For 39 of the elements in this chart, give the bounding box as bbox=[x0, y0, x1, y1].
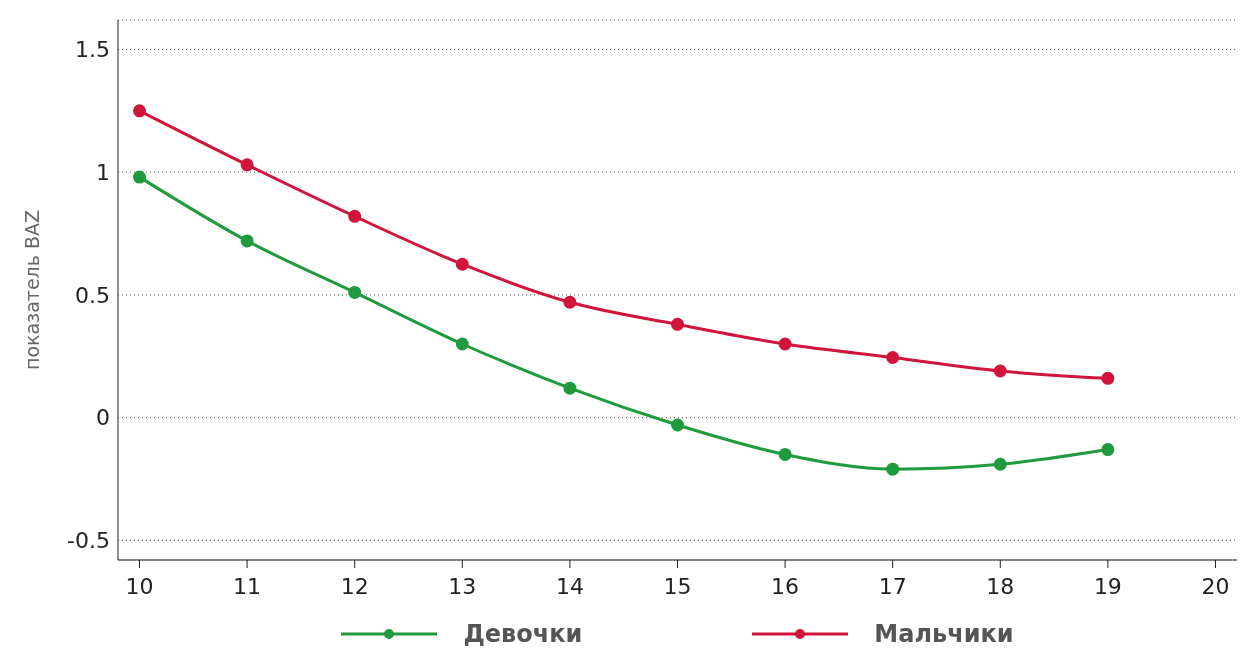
point bbox=[455, 257, 469, 271]
point bbox=[886, 351, 900, 364]
y-tick-label: 0 bbox=[96, 405, 110, 431]
x-tick-label: 15 bbox=[663, 573, 692, 599]
point bbox=[671, 317, 684, 331]
point bbox=[348, 209, 362, 223]
y-tick-label: 1 bbox=[96, 159, 110, 185]
point bbox=[1101, 371, 1115, 385]
point bbox=[778, 337, 792, 351]
point bbox=[1101, 443, 1115, 457]
x-tick-label: 17 bbox=[878, 573, 907, 599]
y-tick-label: 1.5 bbox=[75, 37, 110, 63]
point bbox=[993, 364, 1007, 378]
x-tick-label: 20 bbox=[1201, 573, 1230, 599]
point bbox=[240, 158, 254, 172]
x-tick-label: 12 bbox=[340, 573, 369, 599]
point bbox=[778, 447, 792, 461]
x-tick-label: 19 bbox=[1093, 573, 1122, 599]
x-tick-label: 18 bbox=[986, 573, 1015, 599]
point bbox=[563, 295, 577, 309]
x-tick-label: 13 bbox=[448, 573, 477, 599]
x-tick-label: 11 bbox=[233, 573, 262, 599]
point bbox=[133, 170, 147, 184]
point bbox=[133, 104, 147, 118]
point bbox=[240, 234, 254, 248]
y-tick-label: -0.5 bbox=[67, 528, 110, 554]
y-axis-title: показатель BAZ bbox=[20, 209, 43, 371]
x-tick-label: 10 bbox=[125, 573, 154, 599]
x-tick-label: 16 bbox=[771, 573, 800, 599]
point bbox=[886, 462, 900, 476]
legend-label: Мальчики bbox=[874, 620, 1014, 648]
point bbox=[563, 381, 577, 395]
point bbox=[348, 285, 362, 299]
point bbox=[455, 337, 469, 351]
point bbox=[671, 418, 684, 432]
y-tick-label: 0.5 bbox=[75, 282, 110, 308]
legend-label: Девочки bbox=[463, 620, 583, 648]
x-tick-label: 14 bbox=[555, 573, 584, 599]
point bbox=[993, 457, 1007, 471]
